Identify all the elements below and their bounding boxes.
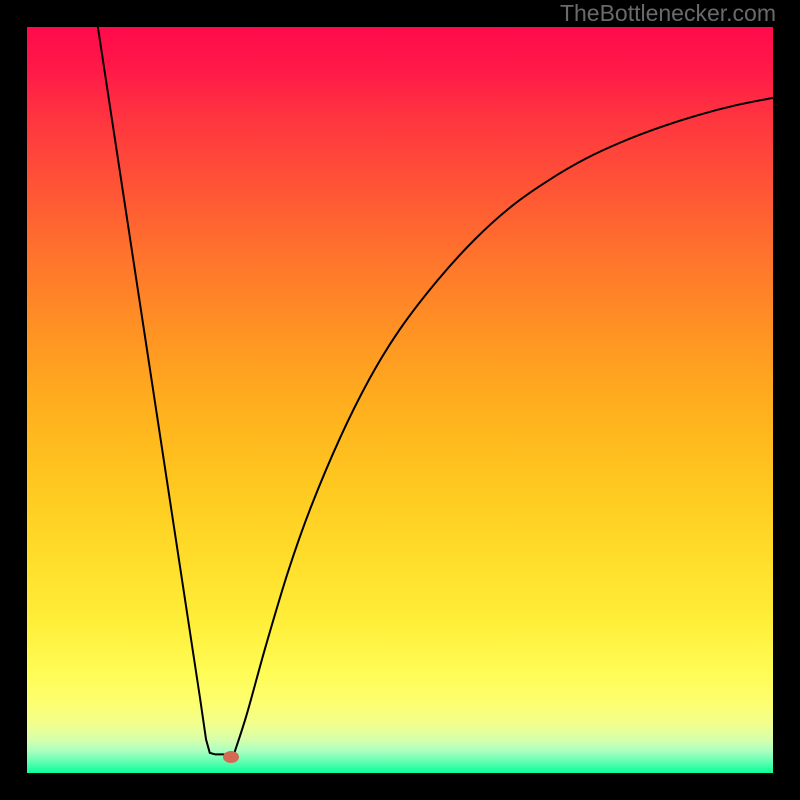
watermark-text: TheBottlenecker.com <box>560 0 776 27</box>
plot-area <box>27 27 773 773</box>
gradient-background <box>27 27 773 773</box>
optimal-point-marker <box>223 751 239 763</box>
chart-container: TheBottlenecker.com <box>0 0 800 800</box>
